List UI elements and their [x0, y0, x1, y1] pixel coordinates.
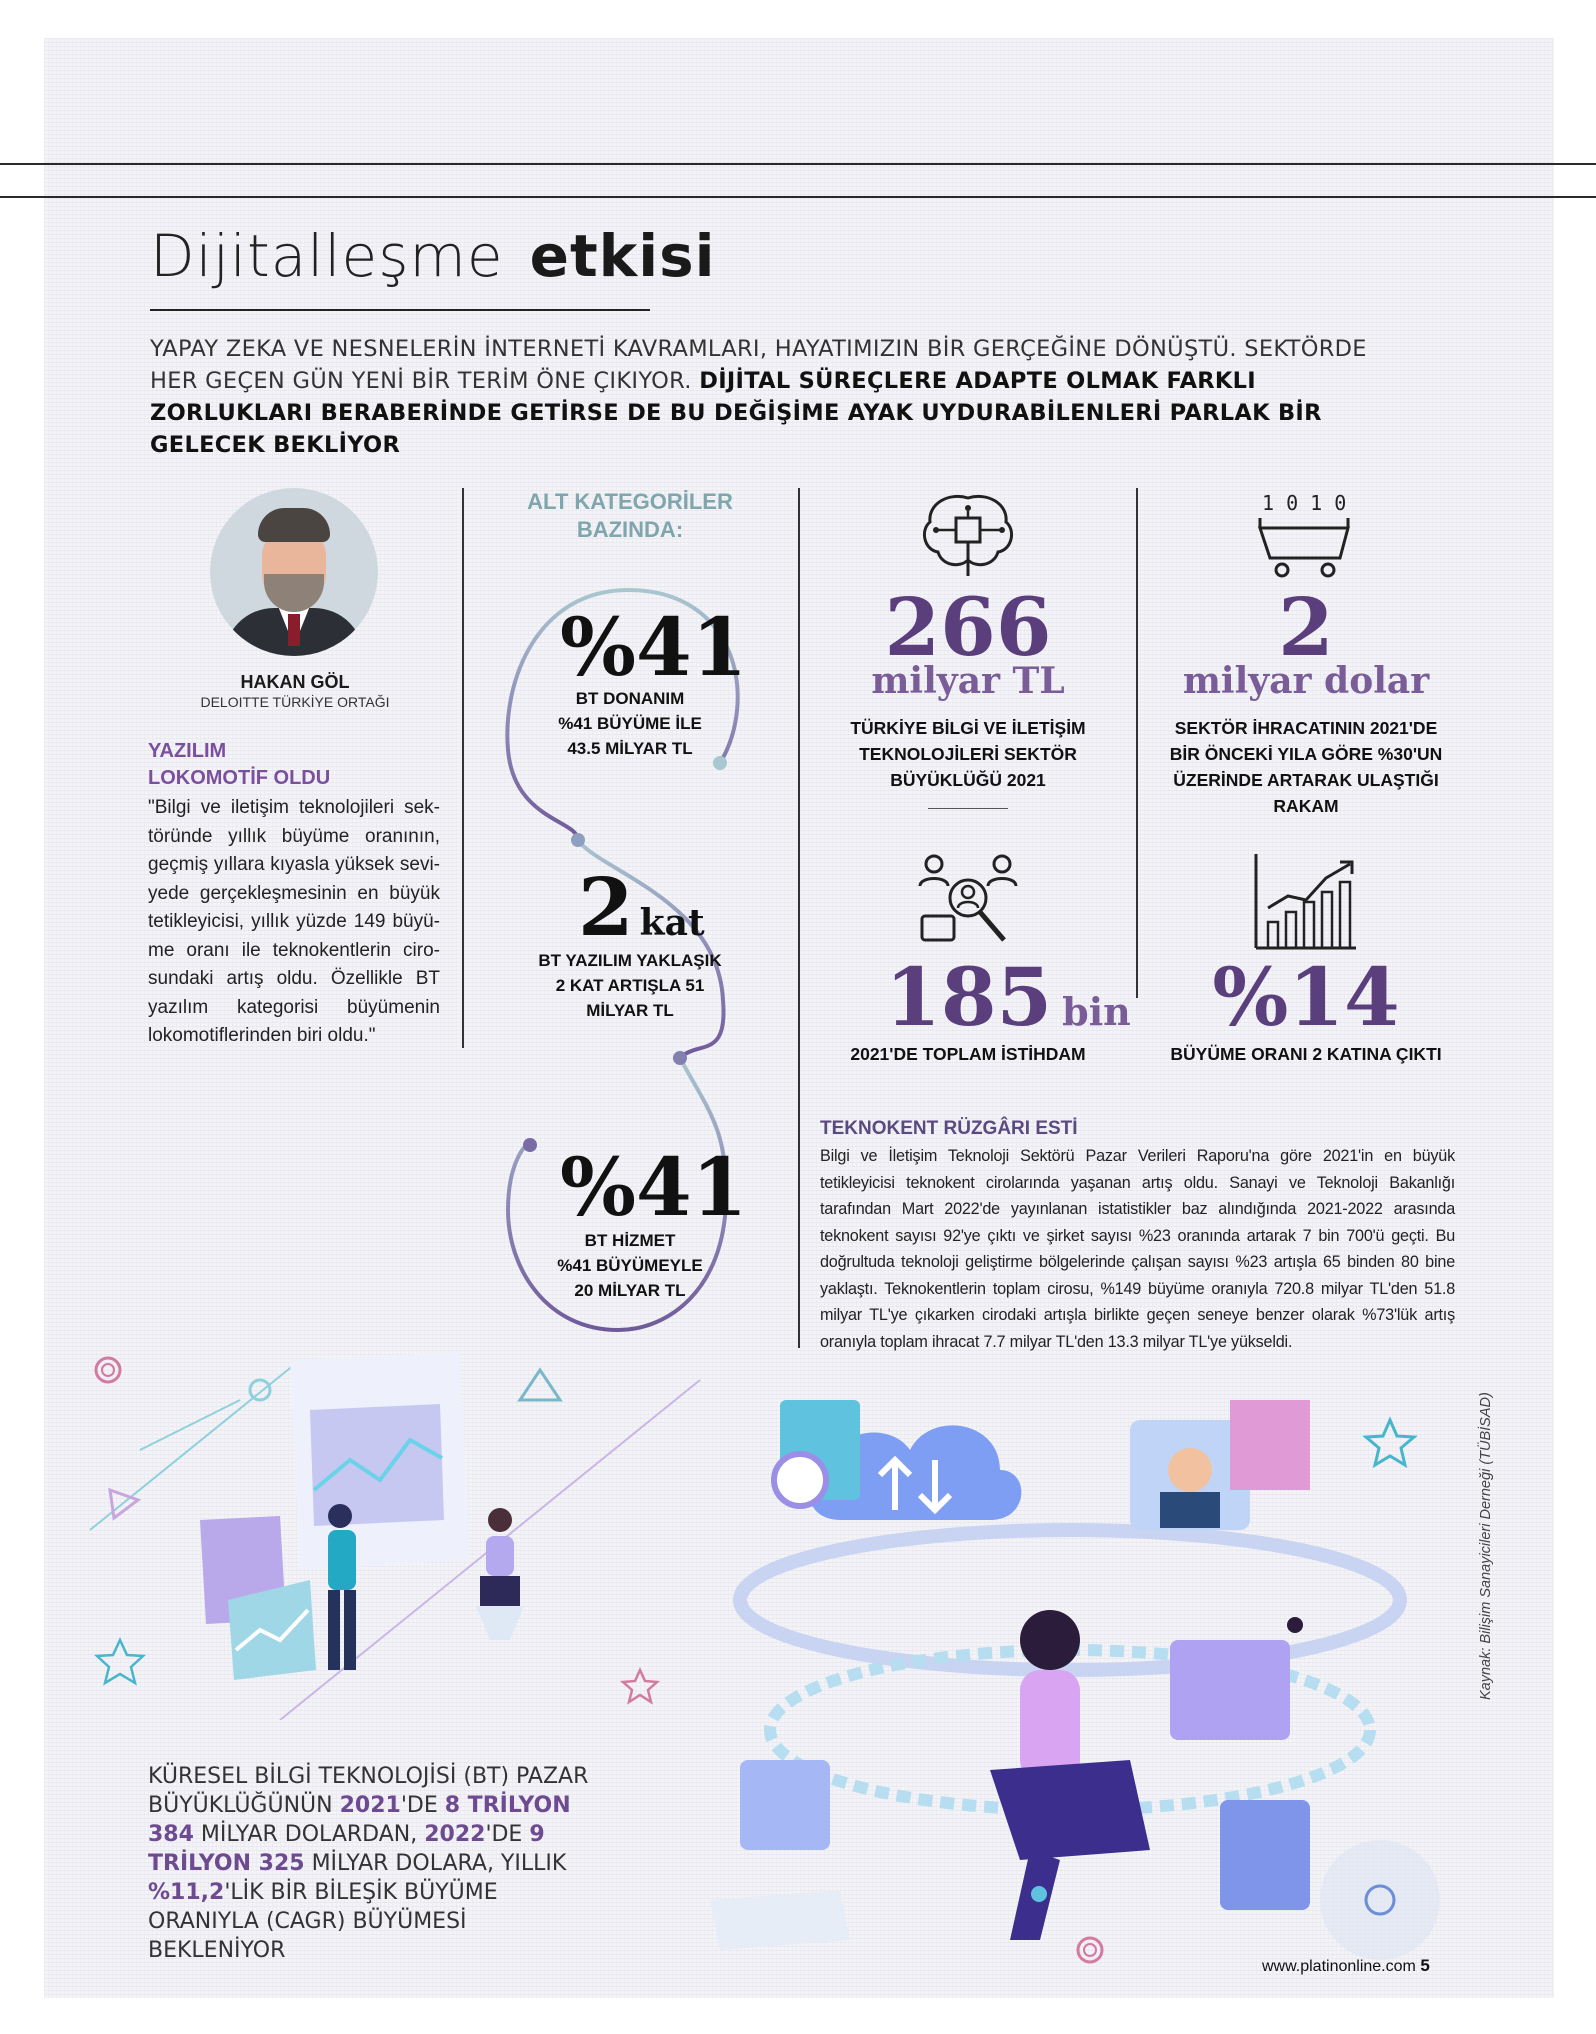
category-1-line2: %41 BÜYÜME İLE — [558, 714, 702, 733]
category-1-line1: BT DONANIM — [575, 689, 685, 708]
global-t6: 'LİK BİR BİLEŞİK BÜYÜME ORANIYLA (CAGR) … — [148, 1880, 498, 1963]
global-b2: 8 TRİLYON 384 — [148, 1793, 571, 1847]
global-b5: %11,2 — [148, 1880, 225, 1905]
category-1-desc: BT DONANIM %41 BÜYÜME İLE 43.5 MİLYAR TL — [510, 686, 750, 761]
category-2-number: 2 — [578, 860, 634, 954]
stat-2-desc4: RAKAM — [1273, 796, 1339, 816]
stat-1-value: 266 — [884, 580, 1052, 674]
category-2-desc: BT YAZILIM YAKLAŞIK 2 KAT ARTIŞLA 51 MİL… — [510, 948, 750, 1023]
global-t5: MİLYAR DOLARA, YILLIK — [304, 1851, 567, 1876]
global-t2: 'DE — [400, 1793, 445, 1818]
data-cart-icon: 1 0 1 0 — [1257, 491, 1350, 578]
categories-heading-line2: BAZINDA: — [576, 517, 684, 542]
global-market-text: KÜRESEL BİLGİ TEKNOLOJİSİ (BT) PAZAR BÜY… — [148, 1762, 608, 1965]
category-2-line1: BT YAZILIM YAKLAŞIK — [538, 951, 722, 970]
stat-2-desc: SEKTÖR İHRACATININ 2021'DE BİR ÖNCEKİ YI… — [1146, 715, 1466, 819]
profile-role: DELOITTE TÜRKİYE ORTAĞI — [200, 694, 390, 710]
category-2-line2: 2 KAT ARTIŞLA 51 — [555, 976, 705, 995]
stat-3-value: 185 bin — [858, 950, 1158, 1044]
category-3-line1: BT HİZMET — [584, 1231, 676, 1250]
title-bold: etkisi — [529, 222, 716, 290]
page-title: Dijitalleşme etkisi — [150, 222, 716, 290]
category-3-value: %41 — [560, 1140, 748, 1234]
global-b4: 9 TRİLYON 325 — [148, 1822, 545, 1876]
category-2-value: 2 kat — [578, 860, 705, 954]
column-divider-1 — [462, 488, 464, 1048]
intro-regular: YAPAY ZEKA VE NESNELERİN İNTERNETİ KAVRA… — [150, 336, 1367, 394]
category-3-line3: 20 MİLYAR TL — [574, 1281, 686, 1300]
stat-1-desc3: BÜYÜKLÜĞÜ 2021 — [890, 770, 1046, 790]
column-divider-3 — [1136, 488, 1138, 998]
stat-1-unit: milyar TL — [871, 660, 1065, 702]
stat-2-value: 2 — [1278, 580, 1334, 674]
growth-chart-icon — [1254, 854, 1356, 950]
profile-heading: YAZILIM LOKOMOTİF OLDU — [148, 738, 330, 792]
stat-4-value: %14 — [1212, 950, 1400, 1044]
brain-circuit-icon — [922, 495, 1014, 576]
stat-1-desc2: TEKNOLOJİLERİ SEKTÖR — [859, 744, 1077, 764]
footer-site-link[interactable]: www.platinonline.com — [1262, 1958, 1416, 1975]
source-note: Kaynak: Bilişim Sanayicileri Derneği (TÜ… — [1478, 1392, 1494, 1700]
category-1-line3: 43.5 MİLYAR TL — [567, 739, 693, 758]
column-divider-2 — [798, 488, 800, 1348]
category-2-line3: MİLYAR TL — [586, 1001, 674, 1020]
stat-1-desc1: TÜRKİYE BİLGİ VE İLETİŞİM — [850, 718, 1086, 738]
stat-1-divider — [928, 808, 1008, 809]
top-rule — [0, 163, 1596, 165]
svg-text:1 0 1 0: 1 0 1 0 — [1262, 491, 1346, 515]
analytics-illustration — [89, 1352, 701, 1720]
global-t1: KÜRESEL BİLGİ TEKNOLOJİSİ (BT) PAZAR BÜY… — [148, 1764, 589, 1818]
teknokent-body: Bilgi ve İletişim Teknoloji Sektörü Paza… — [820, 1147, 1455, 1351]
stat-3-number: 185 — [885, 950, 1053, 1044]
page-number: 5 — [1420, 1956, 1430, 1975]
global-t3: MİLYAR DOLARDAN, — [193, 1822, 425, 1847]
stat-2-unit: milyar dolar — [1182, 660, 1430, 702]
stat-4-desc: BÜYÜME ORANI 2 KATINA ÇIKTI — [1170, 1044, 1442, 1064]
global-t4: 'DE — [485, 1822, 530, 1847]
stat-2-desc3: ÜZERİNDE ARTARAK ULAŞTIĞI — [1173, 770, 1439, 790]
teknokent-heading: TEKNOKENT RÜZGÂRI ESTİ — [820, 1118, 1078, 1139]
footer: www.platinonline.com 5 — [1262, 1956, 1430, 1976]
stat-3-desc: 2021'DE TOPLAM İSTİHDAM — [850, 1044, 1086, 1064]
profile-quote: "Bilgi ve iletişim teknolojileri sek-tör… — [148, 797, 440, 1046]
cloud-workspace-illustration — [710, 1400, 1440, 1964]
s-curve-decoration — [505, 587, 740, 1333]
categories-heading-line1: ALT KATEGORİLER — [527, 489, 733, 514]
title-light: Dijitalleşme — [150, 222, 504, 290]
stat-2-desc2: BİR ÖNCEKİ YILA GÖRE %30'UN — [1169, 744, 1443, 764]
global-b1: 2021 — [339, 1793, 401, 1818]
category-1-value: %41 — [560, 600, 748, 694]
categories-heading: ALT KATEGORİLER BAZINDA: — [500, 488, 760, 544]
intro-text: YAPAY ZEKA VE NESNELERİN İNTERNETİ KAVRA… — [150, 333, 1380, 461]
intro-bold: DİJİTAL SÜREÇLERE ADAPTE OLMAK FARKLI ZO… — [150, 368, 1322, 458]
profile-heading-line1: YAZILIM — [148, 740, 227, 762]
title-underline — [150, 309, 650, 311]
profile-heading-line2: LOKOMOTİF OLDU — [148, 767, 331, 789]
category-2-unit: kat — [639, 902, 705, 944]
stat-2-desc1: SEKTÖR İHRACATININ 2021'DE — [1174, 718, 1438, 738]
category-3-line2: %41 BÜYÜMEYLE — [557, 1256, 703, 1275]
profile-name: HAKAN GÖL — [240, 672, 350, 692]
stat-3-unit: bin — [1062, 989, 1131, 1034]
top-rule-2 — [0, 196, 1596, 198]
category-3-desc: BT HİZMET %41 BÜYÜMEYLE 20 MİLYAR TL — [510, 1228, 750, 1303]
global-b3: 2022 — [424, 1822, 486, 1847]
people-search-icon — [918, 854, 1018, 942]
stat-1-desc: TÜRKİYE BİLGİ VE İLETİŞİM TEKNOLOJİLERİ … — [818, 715, 1118, 793]
avatar — [210, 488, 378, 656]
